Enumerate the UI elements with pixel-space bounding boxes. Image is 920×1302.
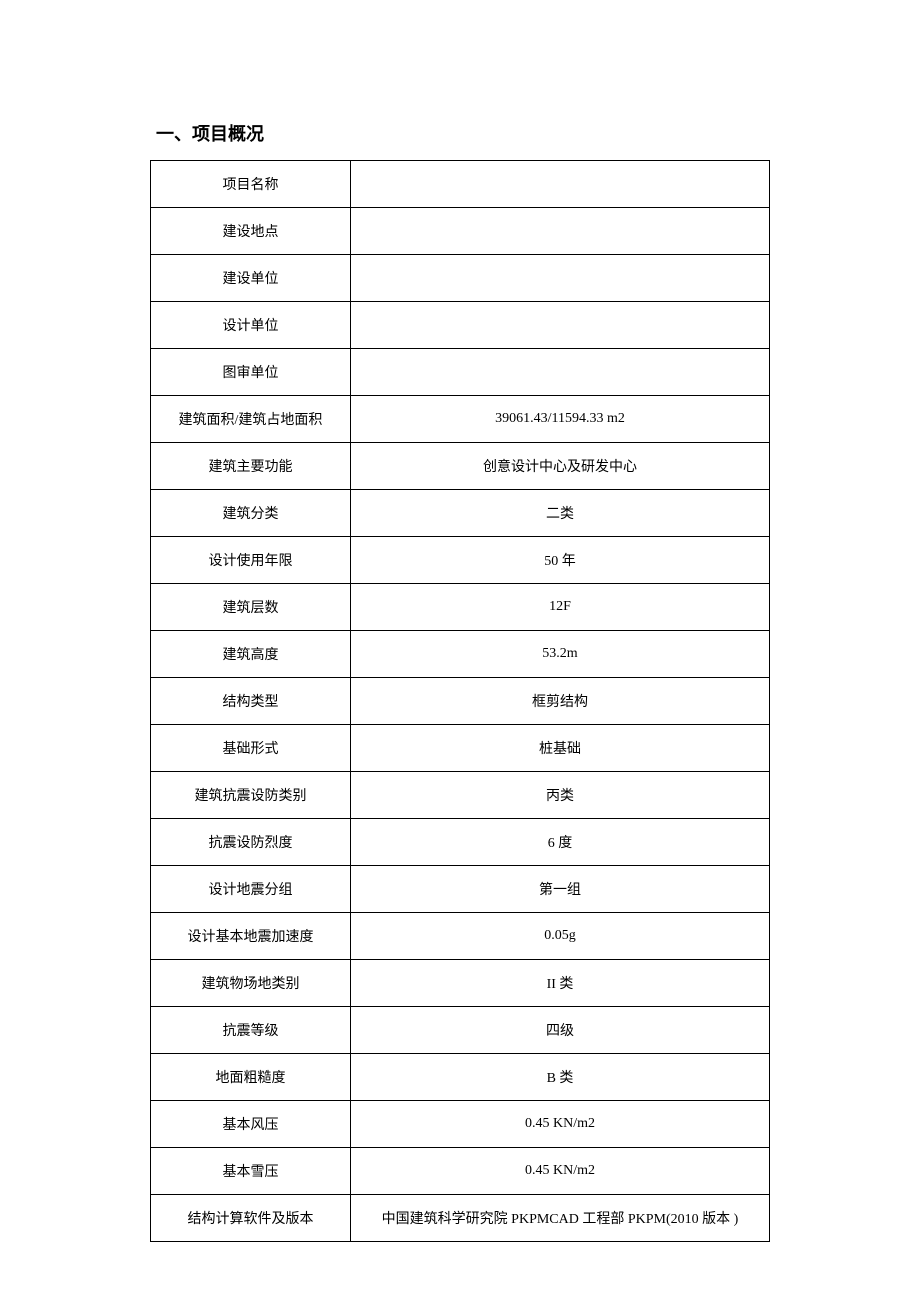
row-value: 12F bbox=[351, 584, 770, 631]
row-value: 丙类 bbox=[351, 772, 770, 819]
row-label: 建设单位 bbox=[151, 255, 351, 302]
table-row: 结构计算软件及版本中国建筑科学研究院 PKPMCAD 工程部 PKPM(2010… bbox=[151, 1195, 770, 1242]
row-label: 建筑抗震设防类别 bbox=[151, 772, 351, 819]
row-value: 创意设计中心及研发中心 bbox=[351, 443, 770, 490]
table-row: 设计地震分组第一组 bbox=[151, 866, 770, 913]
row-value: 中国建筑科学研究院 PKPMCAD 工程部 PKPM(2010 版本 ) bbox=[351, 1195, 770, 1242]
row-value: 第一组 bbox=[351, 866, 770, 913]
table-row: 建筑层数12F bbox=[151, 584, 770, 631]
row-label: 设计基本地震加速度 bbox=[151, 913, 351, 960]
row-label: 建筑高度 bbox=[151, 631, 351, 678]
table-row: 设计基本地震加速度0.05g bbox=[151, 913, 770, 960]
row-value: 6 度 bbox=[351, 819, 770, 866]
table-row: 抗震设防烈度6 度 bbox=[151, 819, 770, 866]
row-label: 结构计算软件及版本 bbox=[151, 1195, 351, 1242]
row-label: 基础形式 bbox=[151, 725, 351, 772]
project-overview-table: 项目名称建设地点建设单位设计单位图审单位建筑面积/建筑占地面积39061.43/… bbox=[150, 160, 770, 1242]
row-value: II 类 bbox=[351, 960, 770, 1007]
row-value: 53.2m bbox=[351, 631, 770, 678]
row-label: 抗震等级 bbox=[151, 1007, 351, 1054]
table-row: 图审单位 bbox=[151, 349, 770, 396]
row-value: 50 年 bbox=[351, 537, 770, 584]
row-label: 建筑层数 bbox=[151, 584, 351, 631]
row-value bbox=[351, 161, 770, 208]
row-value bbox=[351, 302, 770, 349]
table-row: 建筑分类二类 bbox=[151, 490, 770, 537]
row-label: 基本风压 bbox=[151, 1101, 351, 1148]
row-value: 0.45 KN/m2 bbox=[351, 1148, 770, 1195]
table-row: 项目名称 bbox=[151, 161, 770, 208]
table-row: 建筑面积/建筑占地面积39061.43/11594.33 m2 bbox=[151, 396, 770, 443]
row-label: 地面粗糙度 bbox=[151, 1054, 351, 1101]
section-title: 一、项目概况 bbox=[156, 120, 770, 146]
table-row: 抗震等级四级 bbox=[151, 1007, 770, 1054]
row-value: B 类 bbox=[351, 1054, 770, 1101]
table-row: 基本风压0.45 KN/m2 bbox=[151, 1101, 770, 1148]
row-value: 框剪结构 bbox=[351, 678, 770, 725]
row-label: 建筑分类 bbox=[151, 490, 351, 537]
table-row: 建设地点 bbox=[151, 208, 770, 255]
row-value: 0.05g bbox=[351, 913, 770, 960]
row-value: 桩基础 bbox=[351, 725, 770, 772]
row-label: 设计使用年限 bbox=[151, 537, 351, 584]
row-value: 四级 bbox=[351, 1007, 770, 1054]
table-row: 地面粗糙度B 类 bbox=[151, 1054, 770, 1101]
table-row: 设计单位 bbox=[151, 302, 770, 349]
row-label: 设计地震分组 bbox=[151, 866, 351, 913]
row-value: 39061.43/11594.33 m2 bbox=[351, 396, 770, 443]
row-value: 二类 bbox=[351, 490, 770, 537]
table-row: 建设单位 bbox=[151, 255, 770, 302]
table-row: 基本雪压0.45 KN/m2 bbox=[151, 1148, 770, 1195]
row-label: 抗震设防烈度 bbox=[151, 819, 351, 866]
table-row: 建筑物场地类别II 类 bbox=[151, 960, 770, 1007]
row-label: 建筑物场地类别 bbox=[151, 960, 351, 1007]
row-label: 设计单位 bbox=[151, 302, 351, 349]
row-value: 0.45 KN/m2 bbox=[351, 1101, 770, 1148]
row-value bbox=[351, 349, 770, 396]
table-row: 建筑主要功能创意设计中心及研发中心 bbox=[151, 443, 770, 490]
row-label: 基本雪压 bbox=[151, 1148, 351, 1195]
table-row: 建筑抗震设防类别丙类 bbox=[151, 772, 770, 819]
row-label: 图审单位 bbox=[151, 349, 351, 396]
row-label: 建设地点 bbox=[151, 208, 351, 255]
row-label: 项目名称 bbox=[151, 161, 351, 208]
table-row: 设计使用年限50 年 bbox=[151, 537, 770, 584]
row-label: 建筑主要功能 bbox=[151, 443, 351, 490]
row-value bbox=[351, 255, 770, 302]
table-row: 结构类型框剪结构 bbox=[151, 678, 770, 725]
table-row: 建筑高度53.2m bbox=[151, 631, 770, 678]
row-label: 结构类型 bbox=[151, 678, 351, 725]
row-label: 建筑面积/建筑占地面积 bbox=[151, 396, 351, 443]
table-row: 基础形式桩基础 bbox=[151, 725, 770, 772]
document-page: 一、项目概况 项目名称建设地点建设单位设计单位图审单位建筑面积/建筑占地面积39… bbox=[0, 0, 920, 1302]
row-value bbox=[351, 208, 770, 255]
